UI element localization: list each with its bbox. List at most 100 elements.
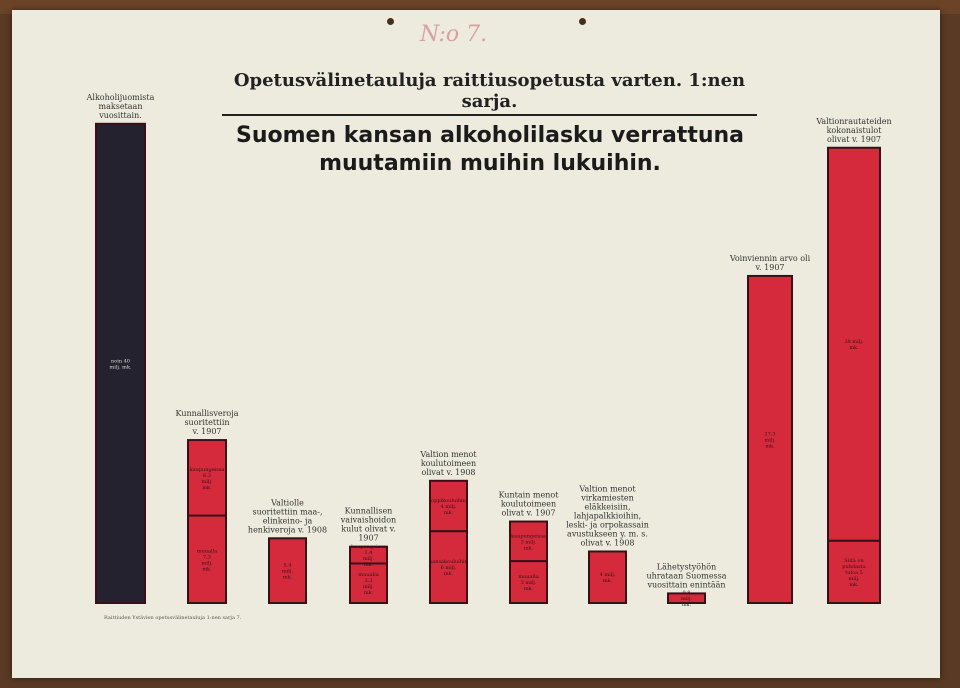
bar-value-label: kaupungeissa [351, 544, 386, 550]
bar-value-label: Siitä on [844, 558, 864, 564]
bar-segment [747, 274, 793, 604]
bar-category-label: Valtion menot [578, 484, 636, 493]
bar-value-label: milj. [848, 576, 859, 582]
bar-category-label: olivat v. 1907 [827, 135, 881, 144]
bar-value-label: milj. [201, 560, 212, 566]
bar-value-label: kaupungeissa [511, 533, 546, 539]
bar-category-label: suoritettiin [184, 418, 229, 427]
bar-category-label: Kunnallisveroja [176, 409, 239, 418]
footnote: Raittiuden Ystävien opetusvälinetauluja … [104, 615, 242, 621]
bar-category-label: kulut olivat v. [341, 525, 396, 534]
bar-value-label: mk. [849, 345, 859, 351]
bar-value-label: muualla [358, 572, 378, 578]
bar-category-label: olivat v. 1907 [502, 509, 556, 518]
bar-segment [667, 592, 706, 605]
bar-segment [509, 520, 548, 563]
series-title: Opetusvälinetauluja raittiusopetusta var… [222, 70, 757, 116]
bar-segment [588, 550, 627, 605]
handwritten-number: N:o 7. [420, 22, 488, 47]
bar-segment [827, 146, 881, 542]
bar-category-label: virkamiesten [580, 493, 634, 502]
bar-category-label: eläkkeisiin, [585, 502, 631, 511]
bar-category-label: uhrataan Suomessa [646, 571, 726, 580]
bar-value-label: mk. [364, 562, 374, 568]
bar-category-label: kokonaistulot [827, 126, 883, 135]
bar-category-label: leski- ja orpokassain [566, 520, 649, 529]
bar-value-label: kaupungeissa [190, 467, 225, 473]
bar-value-label: milj. [363, 556, 374, 562]
bar-value-label: tuloa 5 [845, 570, 863, 576]
pin [579, 18, 586, 25]
bar-value-label: milj. [681, 596, 692, 602]
bar-value-label: puhdasta [842, 564, 865, 570]
bar-value-label: mk. [444, 571, 454, 577]
bar-value-label: 5.4 [284, 563, 292, 569]
bar-category-label: 1907 [358, 534, 378, 543]
bar-segment [187, 514, 227, 605]
bar-value-label: 7.3 [203, 554, 211, 560]
bar-category-label: Lähetystyöhön [657, 562, 716, 571]
bar-category-label: vaivaishoidon [340, 516, 396, 525]
bar-segment [509, 560, 548, 605]
bar-value-label: muualla [197, 548, 217, 554]
bar-value-label: muualla [518, 574, 538, 580]
bar-value-label: mk. [364, 590, 374, 596]
bar-value-label: milj. [764, 437, 775, 443]
bar-segment [429, 530, 468, 604]
bar-value-label: 4 milj. [441, 504, 457, 510]
bar-category-label: Valtion menot [419, 450, 477, 459]
bar-category-label: elinkeino- ja [263, 516, 313, 525]
bar-category-label: avustukseen y. m. s. [567, 529, 648, 538]
bar-value-label: mk. [603, 578, 613, 584]
bar-category-label: Alkoholijuomista [86, 93, 155, 102]
bar-category-label: v. 1907 [754, 263, 784, 272]
pin [387, 18, 394, 25]
bar-category-label: Valtionrautateiden [815, 117, 891, 126]
bar-value-label: 3 milj. [521, 539, 537, 545]
bar-segment [95, 122, 146, 605]
bar-value-label: mk. [849, 582, 859, 588]
bar-value-label: mk. [682, 602, 692, 608]
bar-segment [429, 479, 468, 533]
bar-value-label: milj. [282, 569, 293, 575]
bar-value-label: mk. [283, 575, 293, 581]
bar-category-label: lahjapalkkioihin, [574, 511, 641, 520]
bar-category-label: olivat v. 1908 [422, 468, 476, 477]
bar-value-label: 1.4 [365, 550, 373, 556]
bar-value-label: milj. mk. [109, 364, 131, 370]
bar-value-label: 38 milj. [844, 339, 863, 345]
bar-value-label: 0.8 [683, 590, 691, 596]
bar-category-label: Kunnallisen [345, 507, 393, 516]
bar-value-label: milj. [363, 584, 374, 590]
bar-category-label: Kuntain menot [499, 491, 560, 500]
bar-value-label: 4 milj. [600, 572, 616, 578]
bar-category-label: Voinviennin arvo oli [729, 254, 811, 263]
bar-category-label: henkiveroja v. 1908 [248, 525, 327, 534]
bar-value-label: oppikouluihin [431, 498, 467, 504]
bar-category-label: vuosittain enintään [646, 580, 725, 589]
bar-category-label: Valtiolle [270, 498, 304, 507]
bar-segment [268, 537, 307, 604]
bar-value-label: 6 milj. [441, 565, 457, 571]
bar-category-label: olivat v. 1908 [581, 538, 635, 547]
bar-value-label: milj. [201, 479, 212, 485]
bar-value-label: mk. [444, 510, 454, 516]
bar-value-label: mk. [202, 485, 212, 491]
bar-segment [827, 539, 881, 604]
chart-title: Suomen kansan alkoholilasku verrattuna m… [235, 123, 745, 176]
bar-value-label: mk. [524, 545, 534, 551]
bar-value-label: 3 milj. [521, 580, 537, 586]
bar-category-label: koulutoimeen [501, 500, 556, 509]
bar-category-label: suoritettiin maa-, [252, 507, 322, 516]
bar-category-label: koulutoimeen [421, 459, 476, 468]
bar-segment [349, 562, 388, 605]
bar-category-label: v. 1907 [191, 427, 221, 436]
bar-value-label: 27.3 [764, 431, 775, 437]
bar-value-label: 6.3 [203, 473, 211, 479]
bar-value-label: mk. [202, 566, 212, 572]
bar-segment [349, 545, 388, 565]
bar-category-label: maksetaan [99, 102, 143, 111]
bar-value-label: kansakouluihin [429, 559, 468, 565]
bar-category-label: vuosittain. [98, 111, 142, 120]
